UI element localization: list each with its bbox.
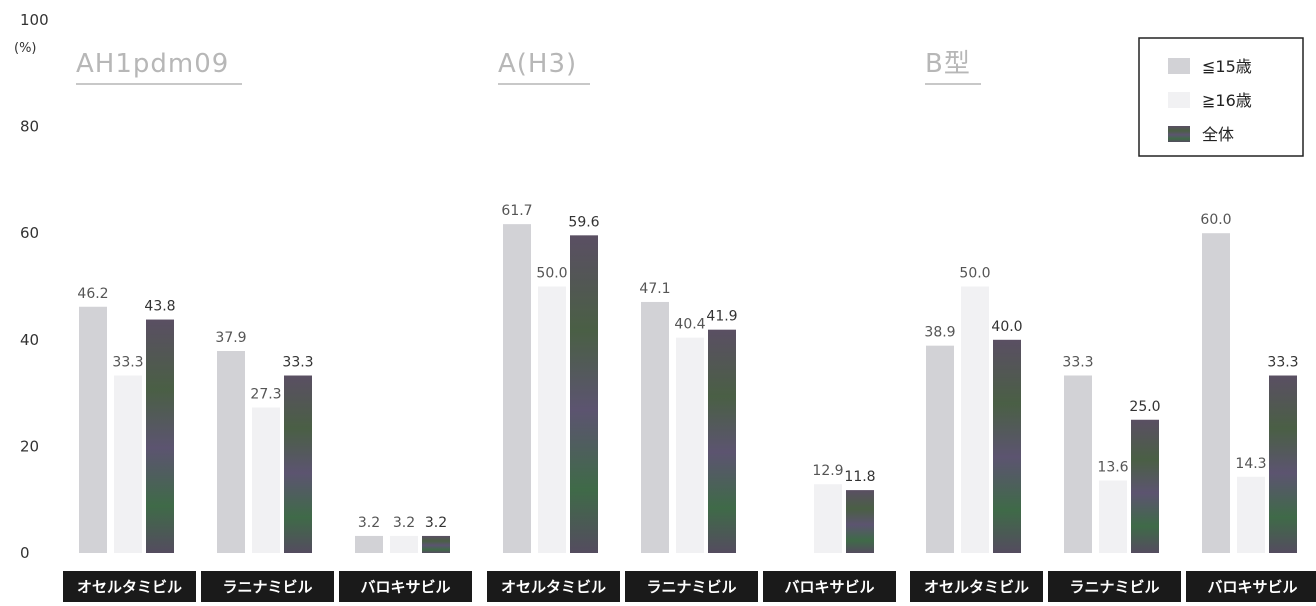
category-label-box-1-1 — [625, 571, 758, 602]
value-label-0-0-1: 33.3 — [112, 355, 143, 371]
bar-0-2-1 — [390, 535, 418, 553]
value-label-0-2-0: 3.2 — [358, 515, 380, 531]
value-label-0-2-1: 3.2 — [393, 515, 415, 531]
legend-swatch-1 — [1168, 92, 1190, 108]
bar-2-1-0 — [1064, 375, 1092, 553]
value-label-0-1-2: 33.3 — [282, 355, 313, 371]
bar-0-2-2 — [422, 535, 450, 553]
value-label-0-1-1: 27.3 — [250, 386, 281, 402]
bar-1-1-0 — [641, 301, 669, 553]
bar-1-2-1 — [814, 484, 842, 553]
category-label-1-0: オセルタミビル — [501, 578, 606, 596]
category-label-box-1-0 — [487, 571, 620, 602]
bar-1-1-2 — [708, 329, 736, 553]
bar-1-2-2 — [846, 490, 874, 553]
bar-2-2-2 — [1269, 375, 1297, 553]
category-label-box-0-2 — [339, 571, 472, 602]
bar-1-1-1 — [676, 337, 704, 553]
category-label-2-0: オセルタミビル — [924, 578, 1029, 596]
value-label-2-1-2: 25.0 — [1129, 399, 1160, 415]
value-label-2-2-2: 33.3 — [1267, 355, 1298, 371]
category-label-0-2: バロキサビル — [360, 578, 450, 596]
bar-2-0-1 — [961, 286, 989, 553]
legend-label-2: 全体 — [1202, 125, 1234, 144]
y-axis: 0 20 40 60 80 100 (%) — [14, 11, 49, 562]
bar-2-1-1 — [1099, 480, 1127, 553]
category-label-2-2: バロキサビル — [1207, 578, 1297, 596]
value-label-2-0-0: 38.9 — [924, 325, 955, 341]
category-label-1-2: バロキサビル — [784, 578, 874, 596]
value-labels: 46.233.343.837.927.333.33.2 3.2 3.261.750.… — [77, 203, 1298, 531]
value-label-1-0-0: 61.7 — [501, 203, 532, 219]
value-label-0-0-0: 46.2 — [77, 286, 108, 302]
bar-0-0-2 — [146, 319, 174, 553]
y-tick-label-100: 100 — [20, 11, 49, 29]
legend-box — [1138, 37, 1304, 157]
category-label-box-2-0 — [910, 571, 1043, 602]
bar-2-0-0 — [926, 345, 954, 553]
legend-swatch-0 — [1168, 58, 1190, 74]
value-label-1-1-1: 40.4 — [674, 317, 705, 333]
bar-0-2-0 — [355, 535, 383, 553]
category-label-box-1-2 — [763, 571, 896, 602]
bar-0-1-2 — [284, 375, 312, 553]
value-label-2-0-1: 50.0 — [959, 266, 990, 282]
group-title-1: A(H3) — [498, 49, 577, 79]
category-label-0-0: オセルタミビル — [77, 578, 182, 596]
bar-0-1-1 — [252, 407, 280, 553]
group-title-2: B型 — [925, 49, 971, 79]
value-label-0-2-2: 3.2 — [425, 515, 447, 531]
value-label-2-2-1: 14.3 — [1235, 456, 1266, 472]
category-labels: オセルタミビル ラニナミビル バロキサビル オセルタミビル ラニナミビル バロキサビル オセ… — [63, 571, 1316, 602]
category-label-box-0-0 — [63, 571, 196, 602]
y-tick-label-40: 40 — [20, 331, 39, 349]
legend-swatch-2 — [1168, 126, 1190, 142]
bar-0-0-0 — [79, 306, 107, 553]
bar-2-2-1 — [1237, 476, 1265, 553]
category-label-0-1: ラニナミビル — [222, 578, 312, 596]
group-title-0: AH1pdm09 — [76, 49, 229, 79]
value-label-2-2-0: 60.0 — [1200, 212, 1231, 228]
category-label-box-0-1 — [201, 571, 334, 602]
value-label-0-0-2: 43.8 — [144, 299, 175, 315]
category-label-box-2-2 — [1186, 571, 1316, 602]
legend-label-0: ≦15歳 — [1202, 57, 1252, 76]
group-titles: AH1pdm09 A(H3) B型 — [76, 49, 981, 85]
value-label-1-0-1: 50.0 — [536, 266, 567, 282]
legend-label-1: ≧16歳 — [1202, 91, 1252, 110]
bar-1-0-1 — [538, 286, 566, 553]
y-unit-label: (%) — [14, 41, 37, 56]
y-tick-label-80: 80 — [20, 118, 39, 136]
value-label-2-1-0: 33.3 — [1062, 355, 1093, 371]
bars — [79, 224, 1297, 553]
value-label-2-0-2: 40.0 — [991, 319, 1022, 335]
y-tick-label-60: 60 — [20, 224, 39, 242]
bar-2-2-0 — [1202, 233, 1230, 553]
value-label-1-1-2: 41.9 — [706, 309, 737, 325]
bar-0-1-0 — [217, 350, 245, 553]
bar-2-0-2 — [993, 339, 1021, 553]
category-label-box-2-1 — [1048, 571, 1181, 602]
value-label-0-1-0: 37.9 — [215, 330, 246, 346]
value-label-1-2-1: 12.9 — [812, 463, 843, 479]
category-label-1-1: ラニナミビル — [646, 578, 736, 596]
value-label-1-1-0: 47.1 — [639, 281, 670, 297]
category-label-2-1: ラニナミビル — [1069, 578, 1159, 596]
bar-1-0-2 — [570, 235, 598, 553]
y-tick-label-0: 0 — [20, 544, 30, 562]
bar-2-1-2 — [1131, 419, 1159, 553]
value-label-1-0-2: 59.6 — [568, 214, 599, 230]
bar-1-0-0 — [503, 224, 531, 553]
y-tick-label-20: 20 — [20, 437, 39, 455]
bar-0-0-1 — [114, 375, 142, 553]
value-label-1-2-2: 11.8 — [844, 469, 875, 485]
value-label-2-1-1: 13.6 — [1097, 460, 1128, 476]
